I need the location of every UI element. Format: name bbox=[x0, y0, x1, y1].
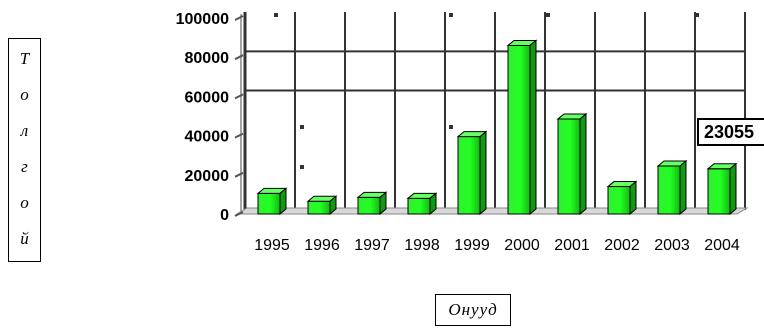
bar bbox=[257, 192, 281, 215]
y-tick-label: 20000 bbox=[185, 168, 230, 185]
y-tick-label: 100000 bbox=[176, 11, 229, 28]
bar-side bbox=[479, 130, 487, 216]
data-label-callout: 23055 bbox=[697, 118, 764, 146]
y-tick-mark bbox=[234, 54, 244, 61]
y-tick-mark bbox=[234, 132, 244, 139]
x-tick-label: 1995 bbox=[254, 237, 290, 254]
x-tick-label: 2004 bbox=[704, 237, 740, 254]
y-axis-title-letter: о bbox=[20, 193, 29, 212]
bar-side bbox=[529, 39, 537, 216]
bar bbox=[557, 118, 581, 215]
y-axis-title-letter: й bbox=[20, 229, 29, 248]
bars bbox=[256, 39, 738, 216]
bar bbox=[507, 44, 531, 215]
x-tick-label: 2002 bbox=[604, 237, 640, 254]
grid-marker bbox=[300, 165, 304, 169]
bar bbox=[607, 186, 631, 215]
bar bbox=[407, 197, 431, 215]
y-tick-label: 40000 bbox=[185, 129, 230, 146]
x-tick-label: 1997 bbox=[354, 237, 390, 254]
y-axis-title-letter: Т bbox=[19, 49, 30, 68]
y-tick-labels: 0 20000 40000 60000 80000 100000 bbox=[176, 11, 244, 224]
bar-side bbox=[729, 162, 737, 216]
bar bbox=[457, 136, 481, 215]
y-tick-mark bbox=[234, 211, 244, 217]
x-axis-title: Онууд bbox=[435, 294, 511, 326]
grid-marker bbox=[300, 125, 304, 129]
y-tick-label: 0 bbox=[220, 207, 229, 224]
grid-marker bbox=[695, 13, 699, 17]
bar bbox=[707, 168, 731, 215]
y-tick-mark bbox=[234, 171, 244, 178]
gridlines bbox=[243, 12, 746, 210]
grid-marker bbox=[449, 13, 453, 17]
x-tick-labels: 1995 1996 1997 1998 1999 2000 2001 2002 2003 2004 bbox=[254, 237, 740, 254]
x-tick-label: 2000 bbox=[504, 237, 540, 254]
bar bbox=[307, 200, 331, 215]
bar bbox=[357, 196, 381, 215]
x-tick-label: 1998 bbox=[404, 237, 440, 254]
bar-side bbox=[579, 112, 587, 216]
y-tick-label: 60000 bbox=[185, 89, 230, 106]
grid-marker bbox=[449, 125, 453, 129]
x-tick-label: 1999 bbox=[454, 237, 490, 254]
grid-marker bbox=[274, 13, 278, 17]
bar-side bbox=[679, 159, 687, 216]
bar-side bbox=[429, 192, 437, 216]
x-tick-label: 1996 bbox=[304, 237, 340, 254]
y-axis-title-letter: г bbox=[21, 157, 28, 176]
x-tick-label: 2003 bbox=[654, 237, 690, 254]
bar-side bbox=[329, 195, 337, 216]
y-tick-mark bbox=[234, 93, 244, 100]
bar-side bbox=[279, 187, 287, 216]
bar-side bbox=[629, 180, 637, 216]
y-axis-title-letter: о bbox=[20, 85, 29, 104]
bar-side bbox=[379, 191, 387, 216]
y-tick-mark bbox=[234, 15, 244, 21]
grid-marker bbox=[546, 13, 550, 17]
bar bbox=[657, 165, 681, 215]
x-tick-label: 2001 bbox=[554, 237, 590, 254]
y-tick-label: 80000 bbox=[185, 50, 230, 67]
y-axis-title-letter: л bbox=[20, 121, 29, 140]
